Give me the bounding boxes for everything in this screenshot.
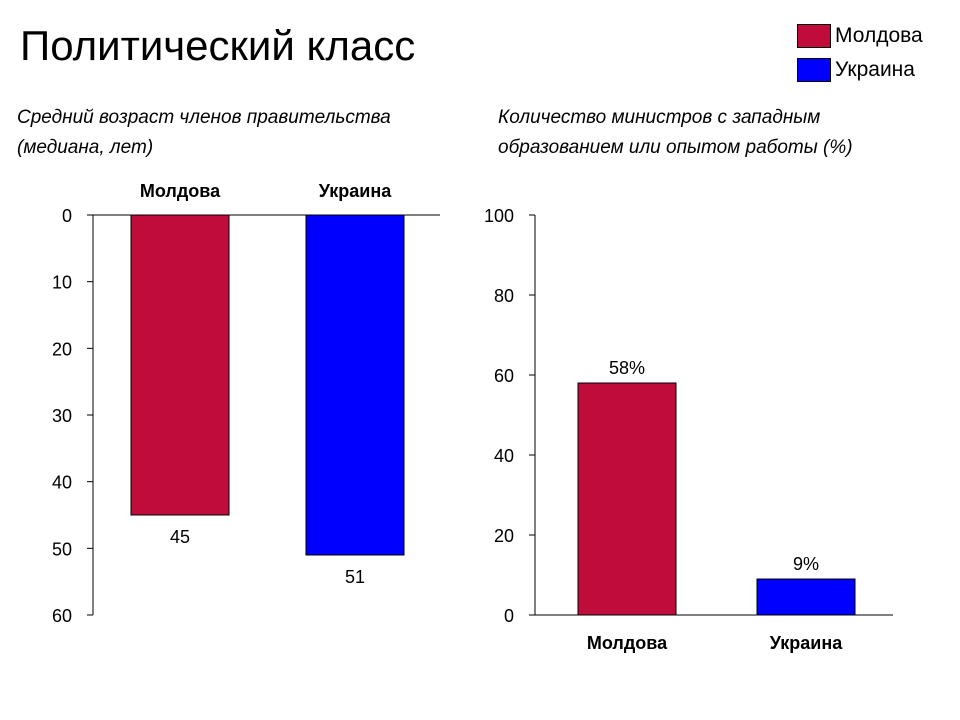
y-tick-label-age-40: 40 <box>52 473 72 493</box>
y-tick-label-education-0: 0 <box>504 606 514 626</box>
legend-item-moldova: Молдова <box>797 22 923 50</box>
bar-education-1 <box>756 578 856 616</box>
legend: Молдова Украина <box>797 22 923 90</box>
category-label-education-0: Молдова <box>587 633 668 653</box>
y-tick-label-age-50: 50 <box>52 539 72 559</box>
y-tick-label-age-30: 30 <box>52 406 72 426</box>
bar-education-0 <box>577 382 677 616</box>
legend-swatch-ukraine <box>797 58 831 82</box>
legend-label-ukraine: Украина <box>835 58 915 81</box>
category-label-age-0: Молдова <box>140 181 221 201</box>
category-label-age-1: Украина <box>319 181 392 201</box>
page-title: Политический класс <box>20 22 416 69</box>
legend-label-moldova: Молдова <box>835 24 923 47</box>
y-tick-label-education-80: 80 <box>494 286 514 306</box>
bar-age-0 <box>130 214 230 516</box>
bar-age-1 <box>305 214 405 556</box>
y-tick-label-education-40: 40 <box>494 446 514 466</box>
data-label-age-0: 45 <box>170 527 190 547</box>
legend-item-ukraine: Украина <box>797 56 923 84</box>
chart-title-median-age: Средний возраст членов правительства (ме… <box>17 107 391 158</box>
category-label-education-1: Украина <box>770 633 843 653</box>
y-tick-label-education-20: 20 <box>494 526 514 546</box>
legend-swatch-moldova <box>797 24 831 48</box>
chart-title-western-education: Количество министров с западным образова… <box>498 107 853 158</box>
data-label-education-1: 9% <box>793 554 819 574</box>
data-label-education-0: 58% <box>609 358 645 378</box>
y-tick-label-education-100: 100 <box>484 206 514 226</box>
y-tick-label-age-0: 0 <box>62 206 72 226</box>
y-tick-label-education-60: 60 <box>494 366 514 386</box>
y-tick-label-age-20: 20 <box>52 339 72 359</box>
y-tick-label-age-60: 60 <box>52 606 72 626</box>
data-label-age-1: 51 <box>345 567 365 587</box>
y-tick-label-age-10: 10 <box>52 273 72 293</box>
